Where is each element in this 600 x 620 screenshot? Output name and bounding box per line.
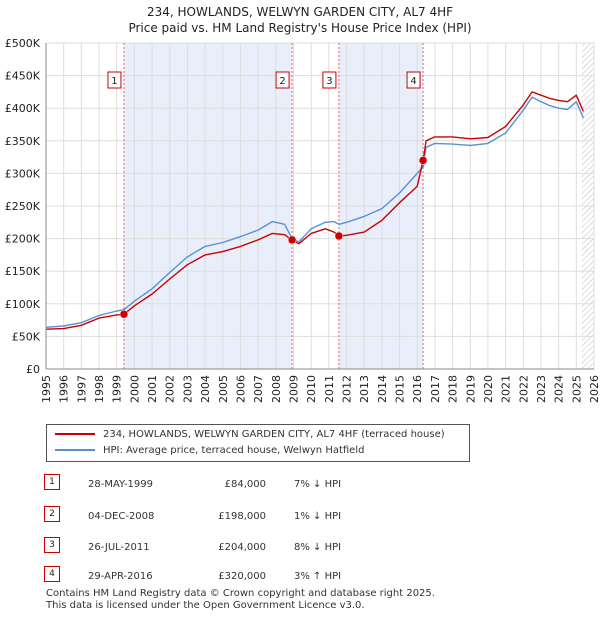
x-tick-label: 2019 bbox=[464, 375, 477, 403]
legend-item-hpi: HPI: Average price, terraced house, Welw… bbox=[55, 443, 364, 459]
transaction-hpi-diff: 7% ↓ HPI bbox=[294, 479, 342, 490]
event-label: 3 bbox=[326, 76, 332, 87]
footer: Contains HM Land Registry data © Crown c… bbox=[46, 588, 435, 612]
legend: 234, HOWLANDS, WELWYN GARDEN CITY, AL7 4… bbox=[46, 424, 470, 462]
transaction-price: £84,000 bbox=[224, 479, 266, 490]
event-label: 1 bbox=[111, 76, 117, 87]
sale-marker bbox=[119, 309, 129, 319]
hpi-series-line bbox=[45, 96, 585, 328]
x-tick-label: 2018 bbox=[447, 375, 460, 403]
legend-label-hpi: HPI: Average price, terraced house, Welw… bbox=[103, 445, 365, 456]
x-tick-label: 2008 bbox=[270, 375, 283, 403]
x-tick-label: 2026 bbox=[588, 375, 600, 403]
transaction-number-badge: 2 bbox=[44, 506, 60, 522]
event-label-box bbox=[322, 71, 337, 89]
x-tick-label: 2003 bbox=[181, 375, 194, 403]
transaction-price: £204,000 bbox=[218, 542, 266, 553]
event-label: 4 bbox=[410, 76, 416, 87]
transaction-date: 29-APR-2016 bbox=[88, 571, 153, 582]
transaction-row: 2 04-DEC-2008 £198,000 1% ↓ HPI bbox=[0, 506, 600, 524]
footer-copyright: Contains HM Land Registry data © Crown c… bbox=[46, 588, 435, 599]
y-tick-label: £500K bbox=[5, 37, 41, 50]
transaction-row: 4 29-APR-2016 £320,000 3% ↑ HPI bbox=[0, 566, 600, 584]
x-tick-label: 2012 bbox=[341, 375, 354, 403]
transaction-price: £198,000 bbox=[218, 511, 266, 522]
x-tick-label: 1997 bbox=[75, 375, 88, 403]
event-label-box bbox=[406, 71, 421, 89]
x-tick-label: 2022 bbox=[517, 375, 530, 403]
x-tick-label: 2014 bbox=[376, 375, 389, 403]
y-tick-label: £400K bbox=[5, 102, 41, 115]
x-tick-label: 2001 bbox=[146, 375, 159, 403]
x-tick-label: 2010 bbox=[305, 375, 318, 403]
y-tick-label: £250K bbox=[5, 200, 41, 213]
sale-marker bbox=[287, 235, 297, 245]
footer-licence: This data is licensed under the Open Gov… bbox=[46, 600, 365, 611]
x-tick-label: 2005 bbox=[217, 375, 230, 403]
legend-item-price: 234, HOWLANDS, WELWYN GARDEN CITY, AL7 4… bbox=[55, 427, 445, 443]
vline-layer: 1 2 3 4 bbox=[107, 43, 424, 369]
transaction-number-badge: 3 bbox=[44, 537, 60, 553]
transaction-row: 3 26-JUL-2011 £204,000 8% ↓ HPI bbox=[0, 537, 600, 555]
x-tick-label: 2009 bbox=[287, 375, 300, 403]
x-tick-label: 2020 bbox=[482, 375, 495, 403]
x-tick-label: 2013 bbox=[358, 375, 371, 403]
transaction-number-badge: 1 bbox=[44, 474, 60, 490]
x-tick-label: 2002 bbox=[164, 375, 177, 403]
x-tick-label: 2000 bbox=[128, 375, 141, 403]
y-tick-label: £0 bbox=[26, 363, 40, 376]
x-tick-label: 1998 bbox=[93, 375, 106, 403]
x-tick-label: 1995 bbox=[40, 375, 53, 403]
x-tick-label: 2004 bbox=[199, 375, 212, 403]
title-block: 234, HOWLANDS, WELWYN GARDEN CITY, AL7 4… bbox=[0, 4, 600, 36]
legend-label-price: 234, HOWLANDS, WELWYN GARDEN CITY, AL7 4… bbox=[103, 429, 445, 440]
event-label: 2 bbox=[279, 76, 285, 87]
y-tick-label: £100K bbox=[5, 298, 41, 311]
x-tick-label: 2015 bbox=[394, 375, 407, 403]
x-tick-label: 2007 bbox=[252, 375, 265, 403]
y-tick-label: £200K bbox=[5, 233, 41, 246]
x-tick-label: 1996 bbox=[58, 375, 71, 403]
event-label-box bbox=[107, 71, 122, 89]
sale-marker bbox=[334, 231, 344, 241]
x-tick-label: 2016 bbox=[411, 375, 424, 403]
y-tick-label: £350K bbox=[5, 135, 41, 148]
legend-swatch-price bbox=[55, 433, 95, 435]
chart-title: 234, HOWLANDS, WELWYN GARDEN CITY, AL7 4… bbox=[146, 5, 454, 19]
sale-marker bbox=[418, 156, 428, 165]
transaction-hpi-diff: 1% ↓ HPI bbox=[294, 511, 342, 522]
transaction-date: 04-DEC-2008 bbox=[88, 511, 155, 522]
transaction-date: 28-MAY-1999 bbox=[88, 479, 154, 490]
x-tick-label: 2011 bbox=[323, 375, 336, 403]
price-chart: 1 2 3 4 £0 £50K £100K £150K £200K £250K £300K £350… bbox=[5, 37, 600, 403]
transaction-hpi-diff: 8% ↓ HPI bbox=[294, 542, 342, 553]
x-tick-label: 2017 bbox=[429, 375, 442, 403]
x-tick-label: 2025 bbox=[570, 375, 583, 403]
legend-swatch-hpi bbox=[55, 449, 95, 451]
y-tick-label: £150K bbox=[5, 265, 41, 278]
y-tick-label: £450K bbox=[5, 70, 41, 83]
transaction-number-badge: 4 bbox=[44, 566, 60, 582]
axis-layer: £0 £50K £100K £150K £200K £250K £300K £350K £400… bbox=[5, 37, 600, 403]
event-label-box bbox=[275, 71, 290, 89]
x-tick-label: 2023 bbox=[535, 375, 548, 403]
x-tick-label: 2024 bbox=[553, 375, 566, 403]
transaction-date: 26-JUL-2011 bbox=[88, 542, 150, 553]
y-tick-label: £50K bbox=[12, 330, 41, 343]
transaction-hpi-diff: 3% ↑ HPI bbox=[294, 571, 342, 582]
x-tick-label: 2006 bbox=[234, 375, 247, 403]
x-tick-label: 1999 bbox=[111, 375, 124, 403]
marker-layer bbox=[119, 156, 428, 319]
y-tick-label: £300K bbox=[5, 167, 41, 180]
transaction-row: 1 28-MAY-1999 £84,000 7% ↓ HPI bbox=[0, 474, 600, 492]
transaction-price: £320,000 bbox=[218, 571, 266, 582]
grid-layer bbox=[45, 42, 595, 370]
x-tick-label: 2021 bbox=[500, 375, 513, 403]
chart-subtitle: Price paid vs. HM Land Registry's House … bbox=[128, 21, 472, 35]
